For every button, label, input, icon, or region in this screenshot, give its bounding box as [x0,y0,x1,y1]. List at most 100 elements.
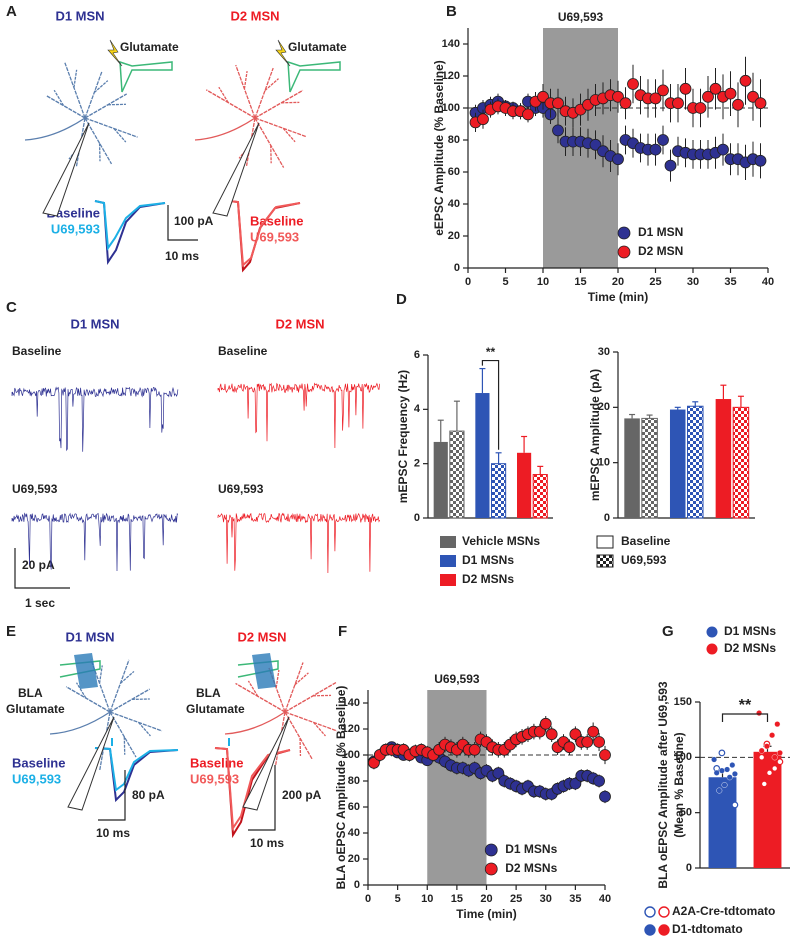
pipette [212,122,260,217]
neuron-diagram [49,659,163,771]
panel-label: D [396,291,407,308]
scale-label: 100 pA [174,214,214,228]
x-tick-label: 30 [687,276,699,288]
x-tick-label: 0 [365,893,371,905]
legend-label: A2A-Cre-tdtomato [672,904,775,918]
bar [669,409,686,518]
dendrite [75,682,87,699]
y-axis-label: (Mean % Baseline) [672,732,686,837]
dendrite [84,93,128,119]
trace-legend: Baseline [250,213,303,228]
data-point [599,790,611,803]
data-point [747,90,759,103]
pipette [42,122,90,217]
dendrite [109,659,130,713]
panel-title: D1 MSN [65,629,114,644]
data-point [760,780,768,788]
dendrite [275,669,280,688]
legend-label: D1 MSNs [462,553,514,567]
scale-label: 80 pA [132,788,165,802]
panel-label: E [6,623,16,640]
dendrite [282,127,296,143]
stimulus-label: Glutamate [120,40,179,54]
data-point [627,78,639,90]
y-tick-label: 2 [414,458,420,470]
data-point [731,770,738,777]
panel-label: G [662,623,674,640]
legend-label: D1 MSNs [724,624,776,638]
data-point [657,134,669,146]
legend-marker [706,626,718,638]
data-point [702,90,714,103]
legend-marker [658,924,670,936]
axon [224,711,286,735]
legend-marker [484,843,498,857]
legend-marker [484,862,498,876]
stimulus-label: BLA [196,686,221,700]
data-point [726,774,733,781]
y-tick-label: 100 [342,749,360,761]
scale-label: 10 ms [165,249,199,263]
trace-legend: Baseline [12,755,65,770]
y-tick-label: 0 [454,262,460,274]
significance-bracket [481,359,500,450]
dendrite [254,67,274,119]
legend-label: D2 MSN [638,244,683,258]
data-point [593,775,605,787]
data-point [593,736,605,748]
data-point [724,766,731,773]
data-point [754,154,767,167]
legend-marker [644,924,656,936]
data-point [721,782,728,789]
y-tick-label: 40 [448,198,460,210]
data-point [537,90,549,103]
bar [624,418,640,518]
dendrite [45,94,86,119]
data-point [664,159,677,172]
data-point [709,82,722,95]
y-tick-label: 80 [448,134,460,146]
x-tick-label: 10 [537,276,549,288]
data-point [732,98,744,111]
dendrite [109,711,137,758]
legend-marker [706,643,718,655]
dendrite [284,711,313,760]
panel-title: D2 MSN [237,629,286,644]
y-tick-label: 50 [680,807,692,819]
data-point [724,87,737,100]
dendrite [247,680,259,697]
scale-label: 10 ms [250,836,284,850]
panel-title: D1 MSN [70,316,119,331]
dendrite [84,71,103,119]
trace [217,512,381,574]
data-point [612,90,624,103]
dendrite [235,64,256,119]
y-tick-label: 0 [414,512,420,524]
legend-marker [644,906,656,918]
data-point [539,717,552,730]
panel-label: F [338,623,347,640]
legend-marker [617,226,631,240]
trace [11,512,179,572]
axon [49,711,111,735]
dendrite [218,86,229,103]
bar [449,430,465,519]
trace [11,386,179,452]
dendrite [73,69,78,88]
y-tick-label: 40 [348,827,360,839]
x-tick-label: 40 [599,893,611,905]
light-cone [252,653,276,689]
dendrite [53,89,65,106]
trace-label: U69,593 [218,482,264,496]
pipette [242,716,290,811]
scale-label: 1 sec [25,596,55,610]
legend-marker [617,245,631,259]
bar [517,452,532,518]
y-tick-label: 120 [442,70,460,82]
data-point [754,97,767,110]
legend-swatch [596,554,614,568]
data-point [589,138,602,151]
data-point [756,710,763,717]
y-tick-label: 140 [442,38,460,50]
